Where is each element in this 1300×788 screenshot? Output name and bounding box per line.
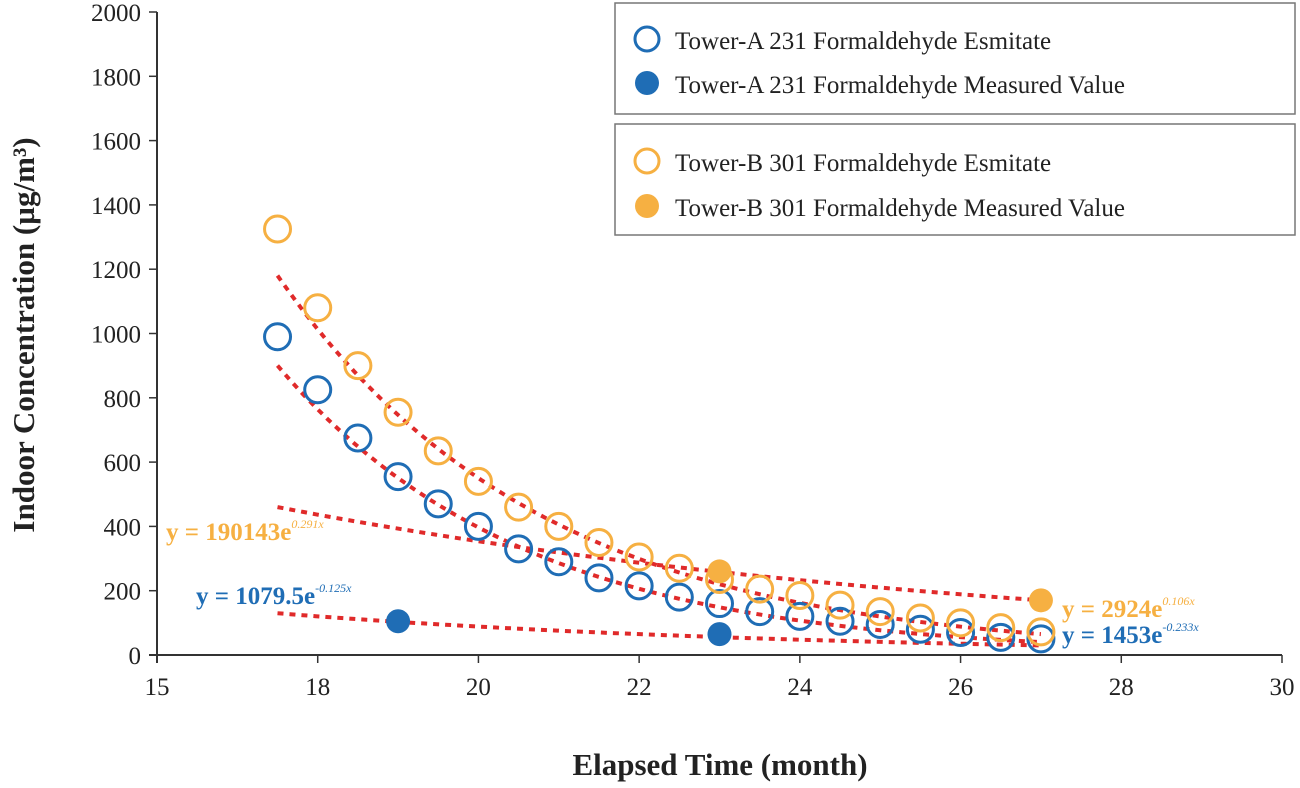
legend-marker-filled	[635, 194, 659, 218]
y-tick-label: 800	[104, 386, 142, 413]
estimate-point	[624, 542, 654, 572]
estimate-point	[584, 563, 614, 593]
equation-base: y = 1079.5e	[196, 583, 315, 610]
equation-base: y = 1453e	[1062, 622, 1162, 649]
equation-exponent: -0.233x	[1162, 620, 1199, 634]
trendline	[277, 611, 1041, 648]
measured-point	[707, 622, 732, 647]
estimate-point	[544, 511, 574, 541]
y-tick-label: 600	[104, 450, 142, 477]
trendline-equation: y = 1453e-0.233x	[1062, 620, 1199, 649]
estimate-point	[303, 375, 333, 405]
y-tick-label: 1800	[91, 64, 141, 91]
trendline	[275, 364, 1041, 645]
estimate-point	[905, 614, 935, 644]
estimate-point	[544, 547, 574, 577]
estimate-point	[263, 214, 293, 244]
estimate-point	[423, 436, 453, 466]
y-tick-label: 2000	[91, 0, 141, 27]
estimate-point	[664, 553, 694, 583]
estimate-point	[986, 622, 1016, 652]
estimate-point	[905, 603, 935, 633]
legend-label: Tower-B 301 Formaldehyde Measured Value	[675, 195, 1125, 222]
measured-point	[386, 609, 411, 634]
estimate-point	[504, 534, 534, 564]
estimate-point	[584, 527, 614, 557]
estimate-point	[825, 590, 855, 620]
estimate-point	[745, 597, 775, 627]
estimate-point	[263, 322, 293, 352]
estimate-point	[383, 397, 413, 427]
x-tick-label: 20	[466, 674, 491, 701]
legend-label: Tower-A 231 Formaldehyde Measured Value	[675, 72, 1125, 99]
x-tick-label: 18	[305, 674, 330, 701]
trendline	[277, 505, 1042, 603]
equation-exponent: -0.125x	[315, 581, 352, 595]
estimate-point	[865, 609, 895, 639]
estimate-point	[343, 351, 373, 381]
y-tick-label: 0	[129, 643, 142, 670]
estimate-point	[343, 423, 373, 453]
y-tick-label: 1600	[91, 129, 141, 156]
estimate-point	[303, 293, 333, 323]
estimate-point	[745, 574, 775, 604]
estimate-point	[624, 571, 654, 601]
legend-box-tower-b	[614, 123, 1296, 236]
estimate-point	[1026, 624, 1056, 654]
equation-base: y = 2924e	[1062, 596, 1162, 623]
legend-marker-filled	[635, 71, 659, 95]
y-tick-label: 1000	[91, 322, 141, 349]
measured-point	[707, 559, 732, 584]
y-tick-label: 400	[104, 514, 142, 541]
x-tick-label: 30	[1270, 674, 1295, 701]
y-tick-label: 200	[104, 579, 142, 606]
legend-box-tower-a	[614, 2, 1296, 115]
x-tick-label: 22	[627, 674, 652, 701]
estimate-point	[1026, 617, 1056, 647]
estimate-point	[463, 466, 493, 496]
x-tick-label: 28	[1109, 674, 1134, 701]
estimate-point	[423, 489, 453, 519]
legend-label: Tower-A 231 Formaldehyde Esmitate	[675, 28, 1051, 55]
x-tick-label: 24	[787, 674, 813, 701]
estimate-point	[986, 613, 1016, 643]
equation-exponent: 0.106x	[1162, 594, 1195, 608]
legend-marker-open	[633, 25, 661, 53]
trendline-equation: y = 2924e0.106x	[1062, 594, 1195, 623]
estimate-point	[705, 589, 734, 619]
estimate-point	[664, 582, 694, 612]
trendline	[275, 274, 1042, 637]
y-axis-title: Indoor Concentration (µg/m³)	[6, 137, 41, 532]
estimate-point	[463, 511, 493, 541]
estimate-point	[383, 462, 413, 492]
y-tick-label: 1200	[91, 257, 141, 284]
estimate-point	[865, 597, 895, 627]
estimate-point	[946, 608, 976, 638]
equation-exponent: 0.291x	[291, 517, 324, 531]
estimate-point	[946, 617, 976, 647]
measured-point	[1028, 588, 1053, 613]
trendline-equation: y = 190143e0.291x	[166, 517, 324, 546]
legend-marker-open	[633, 147, 661, 175]
legend-label: Tower-B 301 Formaldehyde Esmitate	[675, 150, 1051, 177]
estimate-point	[785, 581, 815, 611]
trendline-equation: y = 1079.5e-0.125x	[196, 581, 352, 610]
y-tick-label: 1400	[91, 193, 141, 220]
estimate-point	[504, 492, 534, 522]
estimate-point	[825, 606, 855, 636]
x-axis-title: Elapsed Time (month)	[572, 747, 867, 782]
x-tick-label: 26	[948, 674, 973, 701]
estimate-point	[785, 601, 815, 631]
x-tick-label: 15	[145, 674, 170, 701]
equation-base: y = 190143e	[166, 519, 291, 546]
